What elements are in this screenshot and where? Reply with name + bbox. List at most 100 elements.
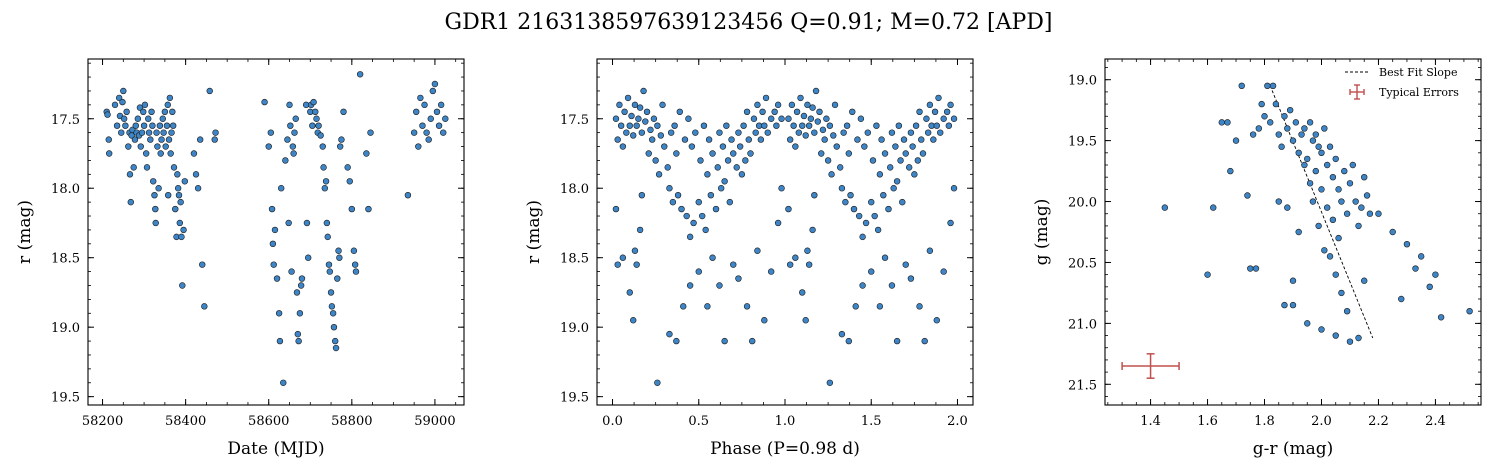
data-point [276,337,284,345]
data-point [890,185,897,192]
data-point [790,122,797,129]
data-point [120,115,128,122]
data-point [290,150,297,157]
data-point [404,191,412,199]
data-point [631,247,639,254]
data-point [1366,210,1374,217]
data-point [269,240,277,248]
data-point [261,98,268,106]
x-tick-label: 58200 [82,414,123,429]
data-point [809,226,816,234]
data-point [709,150,716,157]
data-point [1338,198,1345,205]
legend-label-best-fit: Best Fit Slope [1379,66,1457,79]
data-point [1252,265,1260,272]
data-point [130,164,137,171]
data-point [138,129,146,136]
data-point [686,282,694,289]
data-point [115,94,123,102]
data-point [1284,125,1291,132]
data-point [736,143,744,150]
data-point [743,303,751,310]
data-point [724,157,732,164]
x-tick-label: 59000 [414,414,455,429]
data-point [626,289,633,296]
data-point [440,129,447,136]
data-point [1315,222,1322,230]
data-point [433,108,441,116]
data-point [861,143,868,150]
data-point [912,122,920,129]
data-point [1346,338,1354,345]
data-point [630,317,637,324]
data-point [926,101,934,109]
plot-area [612,87,958,386]
data-point [717,185,725,192]
data-point [1321,125,1328,132]
data-point [836,164,844,171]
data-point [778,115,785,122]
data-point [170,164,178,171]
plot-frame [1104,58,1482,406]
data-point [168,129,175,136]
y-tick-label: 18.5 [51,252,80,267]
data-point [1321,247,1328,254]
y-tick-label: 19.5 [51,391,80,406]
data-point [206,87,213,95]
data-point [750,115,758,122]
data-point [638,129,646,136]
data-point [1269,82,1277,90]
data-point [180,226,187,234]
data-point [157,150,164,157]
data-point [327,289,335,296]
data-point [730,261,737,268]
data-point [149,122,156,129]
data-point [154,143,161,150]
data-point [1309,198,1317,205]
data-point [1466,307,1473,315]
legend-label-typical-errors: Typical Errors [1379,86,1459,99]
data-point [628,112,635,120]
data-point [774,101,782,109]
data-point [344,164,351,171]
data-point [329,310,337,317]
data-point [671,122,678,129]
data-point [695,268,702,275]
data-point [336,143,344,150]
data-point [619,143,627,150]
data-point [707,191,715,199]
data-point [859,282,866,289]
data-point [321,185,329,192]
data-point [174,171,181,178]
data-point [1238,82,1245,90]
data-point [271,226,279,234]
data-point [745,136,752,143]
data-point [174,185,182,192]
data-point [156,122,164,129]
data-point [735,275,742,282]
data-point [352,268,360,275]
data-point [1304,155,1311,163]
x-tick-label: 58800 [331,414,372,429]
data-point [950,185,958,192]
data-point [164,101,171,109]
data-point [177,198,184,206]
data-point [427,115,434,122]
data-point [721,178,728,185]
data-point [134,115,142,122]
data-point [125,143,132,150]
y-tick-label: 19.5 [560,391,589,406]
data-point [199,261,206,268]
data-point [814,118,821,125]
data-point [792,254,799,261]
data-point [1312,131,1319,138]
data-point [145,115,152,122]
data-point [1295,149,1302,157]
data-point [1264,82,1271,90]
data-point [669,198,677,206]
data-point [648,136,656,143]
data-point [793,108,801,116]
data-point [1292,119,1300,126]
data-point [330,323,338,331]
